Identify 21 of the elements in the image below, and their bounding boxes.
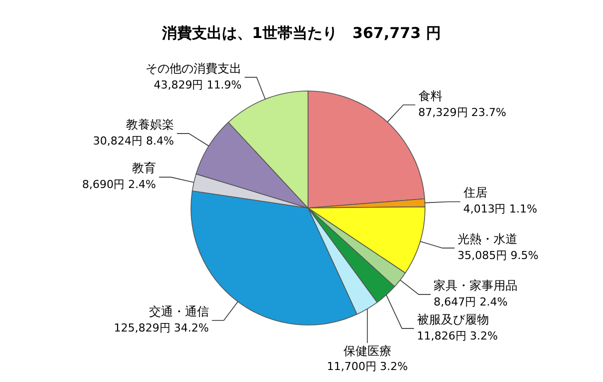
data-label: 43,829円 11.9% — [154, 78, 242, 92]
slice-label: 食料 — [418, 88, 442, 103]
data-label: 8,647円 2.4% — [434, 295, 508, 308]
slice-label: 光熱・水道 — [458, 232, 518, 246]
data-label: 35,085円 9.5% — [458, 249, 538, 262]
data-label: 8,690円 2.4% — [82, 178, 156, 192]
slice-label: 住居 — [462, 186, 488, 200]
slice-label: その他の消費支出 — [146, 61, 242, 76]
slice-label: 被服及び履物 — [416, 312, 489, 326]
data-label: 125,829円 34.2% — [114, 321, 209, 334]
data-label: 87,329円 23.7% — [418, 106, 506, 119]
data-label: 30,824円 8.4% — [93, 134, 174, 148]
data-label: 11,826円 3.2% — [416, 329, 498, 342]
slice-label: 教育 — [132, 161, 156, 176]
slice-label: 家具・家事用品 — [434, 278, 518, 292]
data-label: 11,700円 3.2% — [326, 360, 408, 373]
slice-label: 教養娯楽 — [126, 118, 174, 132]
data-label: 4,013円 1.1% — [463, 202, 538, 216]
chart-title: 消費支出は、1世帯当たり 367,773 円 — [161, 24, 441, 42]
slice-label: 交通・通信 — [148, 304, 209, 318]
slice-label: 保健医療 — [343, 344, 392, 358]
